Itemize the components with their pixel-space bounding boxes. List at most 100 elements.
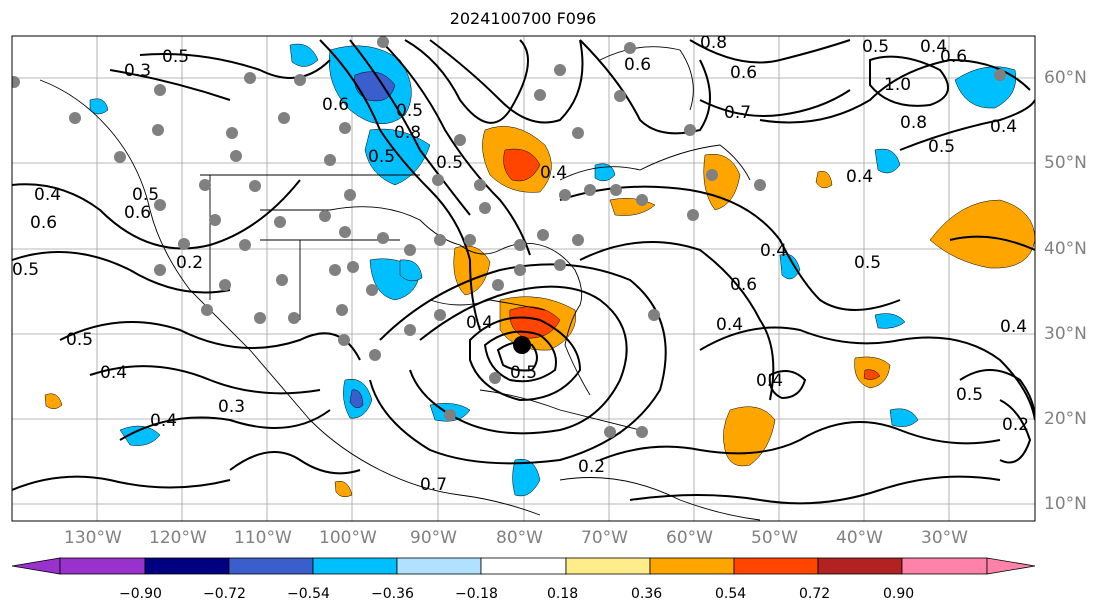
contour-label: 0.8 (900, 113, 927, 133)
station-marker (239, 239, 251, 251)
colorbar-tick-label: 0.36 (631, 586, 663, 602)
contour-label: 0.4 (716, 315, 743, 335)
negative-anomaly-region (399, 259, 423, 282)
colorbar-tick-label: 0.18 (547, 586, 579, 602)
colorbar-extend-high (986, 557, 1036, 575)
contour-label: 0.8 (394, 123, 421, 143)
station-marker (276, 274, 288, 286)
colorbar-segment (59, 557, 146, 575)
contour-label: 0.2 (176, 253, 203, 273)
colorbar-tick-label: −0.18 (455, 586, 498, 602)
colorbar-segment (565, 557, 651, 575)
station-marker (249, 180, 261, 192)
station-marker (706, 169, 718, 181)
station-marker (336, 304, 348, 316)
contour-label: 0.4 (34, 185, 61, 205)
station-marker (152, 124, 164, 136)
station-marker (154, 264, 166, 276)
station-marker (687, 209, 699, 221)
positive-anomaly-region (609, 198, 656, 216)
contour-label: 0.5 (12, 260, 39, 280)
station-marker (434, 309, 446, 321)
longitude-label: 70°W (581, 528, 628, 548)
station-marker (404, 244, 416, 256)
contour-label: 0.6 (624, 55, 651, 75)
station-marker (624, 42, 636, 54)
station-marker (432, 174, 444, 186)
colorbar-segment (649, 557, 735, 575)
negative-anomaly-region (874, 313, 906, 329)
contour-label: 0.4 (920, 37, 947, 57)
contour-label: 0.5 (132, 185, 159, 205)
negative-anomaly-region (889, 408, 919, 427)
station-marker (154, 84, 166, 96)
colorbar-tick-label: 0.72 (799, 586, 831, 602)
longitude-label: 50°W (751, 528, 798, 548)
station-marker (12, 76, 20, 88)
station-marker (366, 284, 378, 296)
station-marker (559, 189, 571, 201)
station-marker (219, 279, 231, 291)
colorbar-tick-label: −0.54 (287, 586, 330, 602)
station-marker (230, 150, 242, 162)
contour-label: 0.5 (928, 137, 955, 157)
station-marker (648, 309, 660, 321)
contour-label: 0.8 (700, 33, 727, 53)
contour-label: 0.4 (466, 313, 493, 333)
station-marker (329, 264, 341, 276)
station-marker (154, 199, 166, 211)
contour-label: 0.5 (368, 147, 395, 167)
longitude-label: 30°W (921, 528, 968, 548)
station-marker (572, 127, 584, 139)
longitude-label: 100°W (319, 528, 377, 548)
contour-label: 0.6 (30, 213, 57, 233)
contour-label: 0.2 (578, 457, 605, 477)
contour-label: 0.6 (730, 63, 757, 83)
contour-label: 0.6 (322, 95, 349, 115)
colorbar-segment (817, 557, 903, 575)
station-marker (201, 304, 213, 316)
negative-anomaly-region (874, 148, 901, 174)
longitude-label: 90°W (410, 528, 457, 548)
strong-positive-anomaly-region (863, 369, 881, 380)
contour-label: 0.4 (1000, 317, 1027, 337)
colorbar-tick-label: 0.90 (883, 586, 915, 602)
contour-lines (12, 39, 1035, 505)
station-marker (444, 409, 456, 421)
colorbar-extend-low (11, 557, 61, 575)
map-frame (11, 35, 1036, 522)
station-marker (344, 189, 356, 201)
station-marker (244, 72, 256, 84)
contour-label: 0.6 (124, 203, 151, 223)
station-marker (994, 69, 1006, 81)
station-marker (199, 179, 211, 191)
station-marker (339, 122, 351, 134)
colorbar-segment (312, 557, 398, 575)
colorbar-segment (228, 557, 314, 575)
station-marker (434, 234, 446, 246)
station-marker (319, 210, 331, 222)
contour-label: 0.4 (760, 241, 787, 261)
longitude-label: 40°W (836, 528, 883, 548)
map-title: 2024100700 F096 (449, 9, 597, 28)
positive-anomaly-region (44, 393, 63, 409)
contour-label: 0.5 (862, 37, 889, 57)
negative-anomaly-region (512, 458, 541, 497)
contour-label: 0.5 (956, 385, 983, 405)
strong-positive-anomaly-region (503, 148, 541, 182)
station-marker (537, 229, 549, 241)
station-marker (339, 226, 351, 238)
station-marker (294, 74, 306, 86)
strong-negative-anomaly-region (354, 71, 396, 102)
station-marker (209, 214, 221, 226)
contour-label: 0.2 (1002, 415, 1029, 435)
colorbar-segment (480, 557, 567, 575)
negative-anomaly-region (364, 128, 431, 186)
longitude-label: 60°W (666, 528, 713, 548)
latitude-label: 20°N (1044, 409, 1087, 429)
contour-label: 0.6 (730, 275, 757, 295)
contour-label: 0.5 (510, 363, 537, 383)
station-marker (274, 216, 286, 228)
strong-negative-anomaly-region (349, 389, 364, 409)
station-marker (369, 349, 381, 361)
